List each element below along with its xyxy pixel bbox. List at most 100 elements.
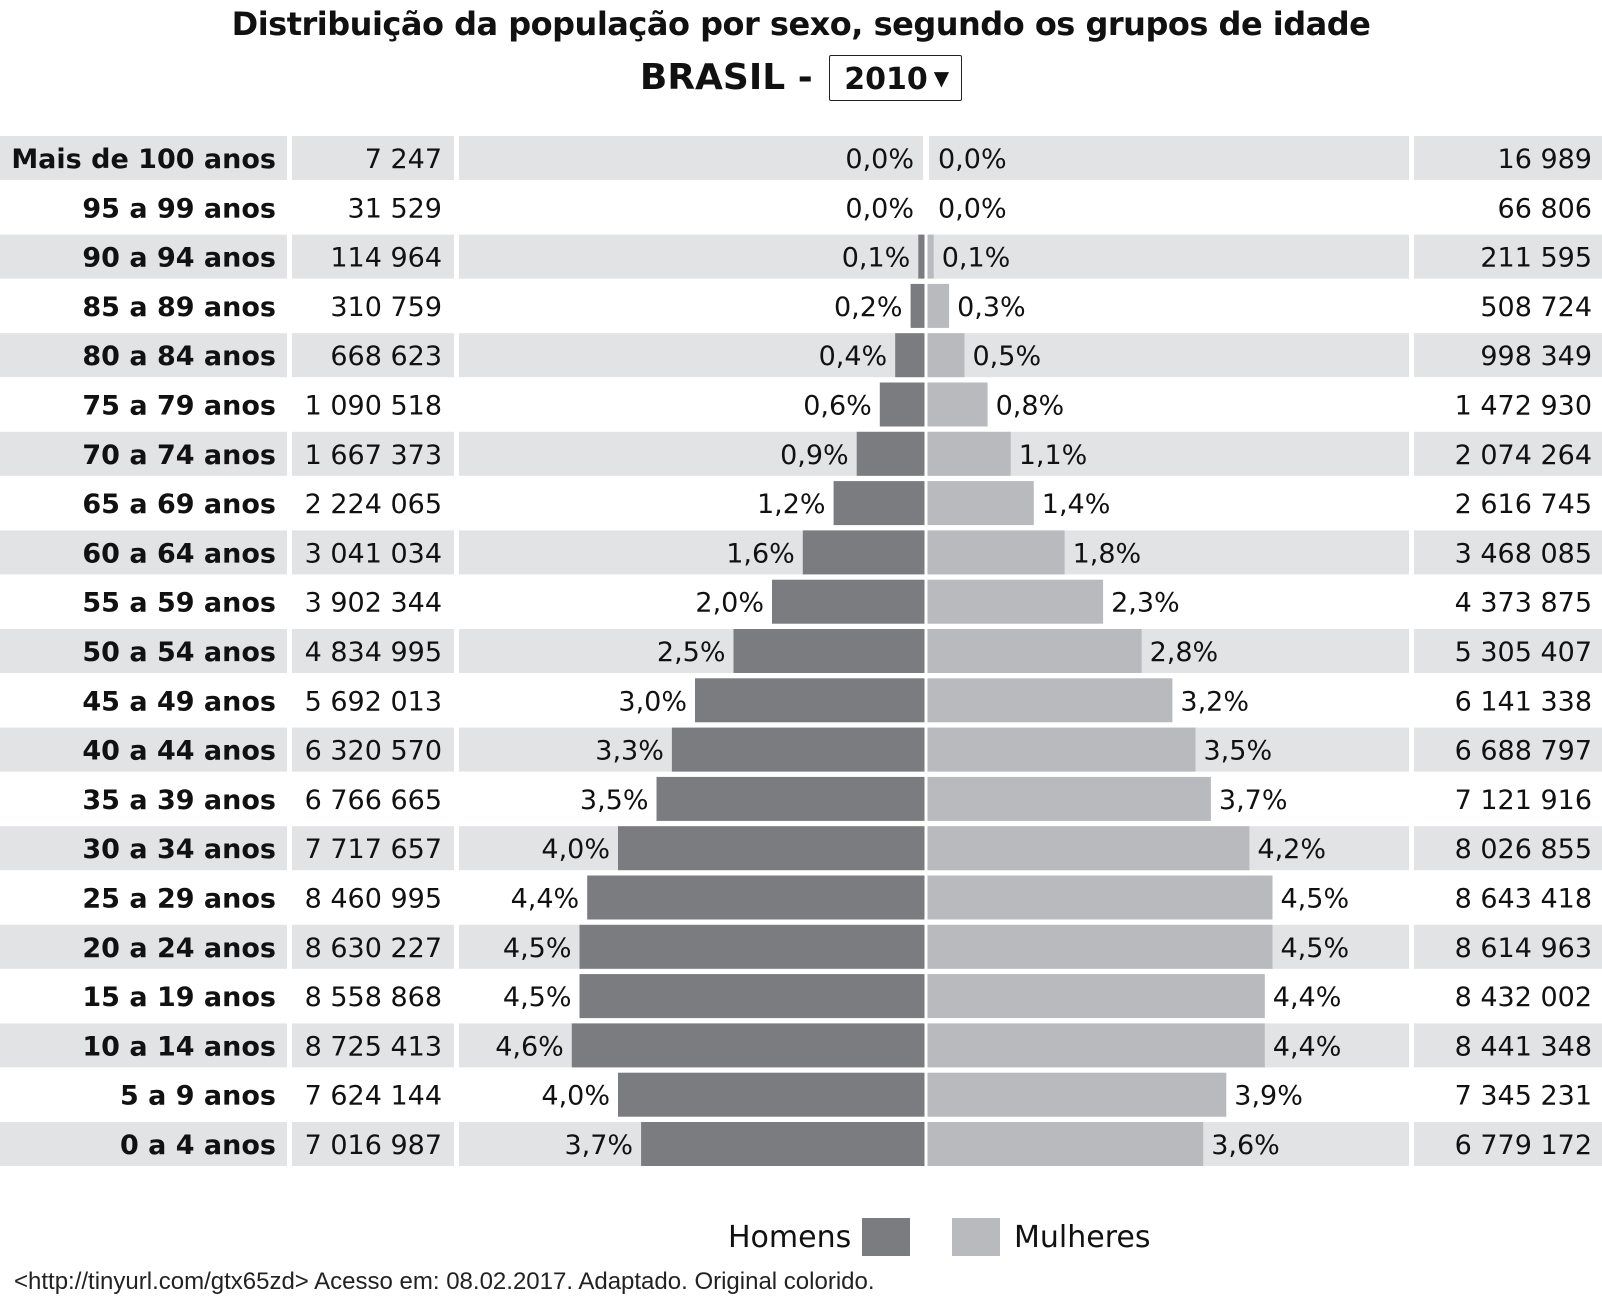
legend-swatch-men [862,1218,910,1256]
men-percent-label: 1,2% [757,489,826,520]
age-group-label: 5 a 9 anos [120,1081,276,1112]
age-group-label: 85 a 89 anos [82,292,276,323]
row-band-label [0,530,287,575]
bar-women [926,826,1250,871]
bar-women [926,875,1273,920]
men-percent-label: 3,7% [564,1130,633,1161]
row-band-men-bar [459,333,923,378]
women-count: 8 614 963 [1455,933,1592,964]
women-percent-label: 1,1% [1019,440,1088,471]
men-count: 5 692 013 [305,686,442,717]
men-percent-label: 3,5% [580,785,649,816]
year-dropdown[interactable]: 2010 ▼ [829,55,963,101]
women-percent-label: 3,9% [1234,1081,1303,1112]
men-count: 6 766 665 [305,785,442,816]
age-group-label: Mais de 100 anos [11,144,276,175]
row-band-label [0,234,287,279]
row-band-label [0,333,287,378]
age-group-label: 40 a 44 anos [82,736,276,767]
women-count: 8 432 002 [1455,982,1592,1013]
row-band-label [0,826,287,871]
bar-women [926,1072,1227,1117]
men-percent-label: 4,6% [495,1031,564,1062]
women-percent-label: 0,3% [957,292,1026,323]
bar-men [618,826,926,871]
women-count: 998 349 [1480,341,1592,372]
men-count: 1 090 518 [305,391,442,422]
bar-men [833,481,926,526]
women-percent-label: 4,4% [1273,982,1342,1013]
men-count: 6 320 570 [305,736,442,767]
men-count: 7 016 987 [305,1130,442,1161]
country-label: BRASIL - [639,57,813,98]
men-percent-label: 4,4% [511,884,580,915]
women-count: 8 643 418 [1455,884,1592,915]
row-band-women-count [1414,924,1602,969]
age-group-label: 10 a 14 anos [82,1031,276,1062]
women-count: 6 141 338 [1455,686,1592,717]
row-band-women-bar [929,234,1409,279]
row-band-women-count [1414,1122,1602,1166]
women-percent-label: 0,0% [938,193,1007,224]
women-percent-label: 2,3% [1111,588,1180,619]
men-count: 8 460 995 [305,884,442,915]
men-count: 4 834 995 [305,637,442,668]
women-percent-label: 0,0% [938,144,1007,175]
bar-men [733,629,926,673]
men-percent-label: 0,6% [803,391,872,422]
women-percent-label: 0,8% [996,391,1065,422]
row-band-label [0,629,287,673]
women-count: 2 074 264 [1455,440,1592,471]
age-group-label: 55 a 59 anos [82,588,276,619]
age-group-label: 25 a 29 anos [82,884,276,915]
women-count: 2 616 745 [1455,489,1592,520]
bar-men [772,579,926,624]
bar-men [579,924,926,969]
row-band-women-count [1414,333,1602,378]
bar-men [618,1072,926,1117]
population-pyramid: Mais de 100 anos 7 247 16 989 0,0% 0,0% 95 a … [0,136,1602,1166]
row-band-women-count [1414,234,1602,279]
row-band-women-count [1414,629,1602,673]
women-percent-label: 3,6% [1211,1130,1280,1161]
women-count: 6 688 797 [1455,736,1592,767]
women-percent-label: 3,7% [1219,785,1288,816]
row-band-women-count [1414,136,1602,180]
women-count: 211 595 [1480,243,1592,274]
women-percent-label: 4,5% [1281,933,1350,964]
bar-men [656,776,926,821]
age-group-label: 80 a 84 anos [82,341,276,372]
women-count: 7 345 231 [1455,1081,1592,1112]
bar-women [926,924,1273,969]
men-percent-label: 1,6% [726,538,795,569]
women-count: 3 468 085 [1455,538,1592,569]
men-count: 31 529 [348,193,442,224]
men-count: 7 247 [365,144,442,175]
men-count: 2 224 065 [305,489,442,520]
bar-women [926,481,1034,526]
row-band-men-count [292,826,454,871]
row-band-men-count [292,136,454,180]
chart-title: Distribuição da população por sexo, segu… [231,5,1371,43]
bar-women [926,974,1265,1019]
men-percent-label: 4,5% [503,982,572,1013]
row-band-men-bar [459,431,923,476]
bar-men [895,333,926,378]
row-band-men-count [292,629,454,673]
bar-women [926,776,1211,821]
bar-men [910,283,926,328]
bar-women [926,234,934,279]
men-count: 668 623 [330,341,442,372]
row-band-women-bar [929,333,1409,378]
bar-men [695,678,926,723]
bar-men [579,974,926,1019]
bar-men [856,431,926,476]
women-percent-label: 3,2% [1180,686,1249,717]
women-percent-label: 0,5% [973,341,1042,372]
legend-label-men: Homens [728,1220,852,1255]
age-group-label: 45 a 49 anos [82,686,276,717]
men-percent-label: 4,0% [541,834,610,865]
men-count: 8 630 227 [305,933,442,964]
men-percent-label: 0,4% [819,341,888,372]
women-count: 8 441 348 [1455,1031,1592,1062]
